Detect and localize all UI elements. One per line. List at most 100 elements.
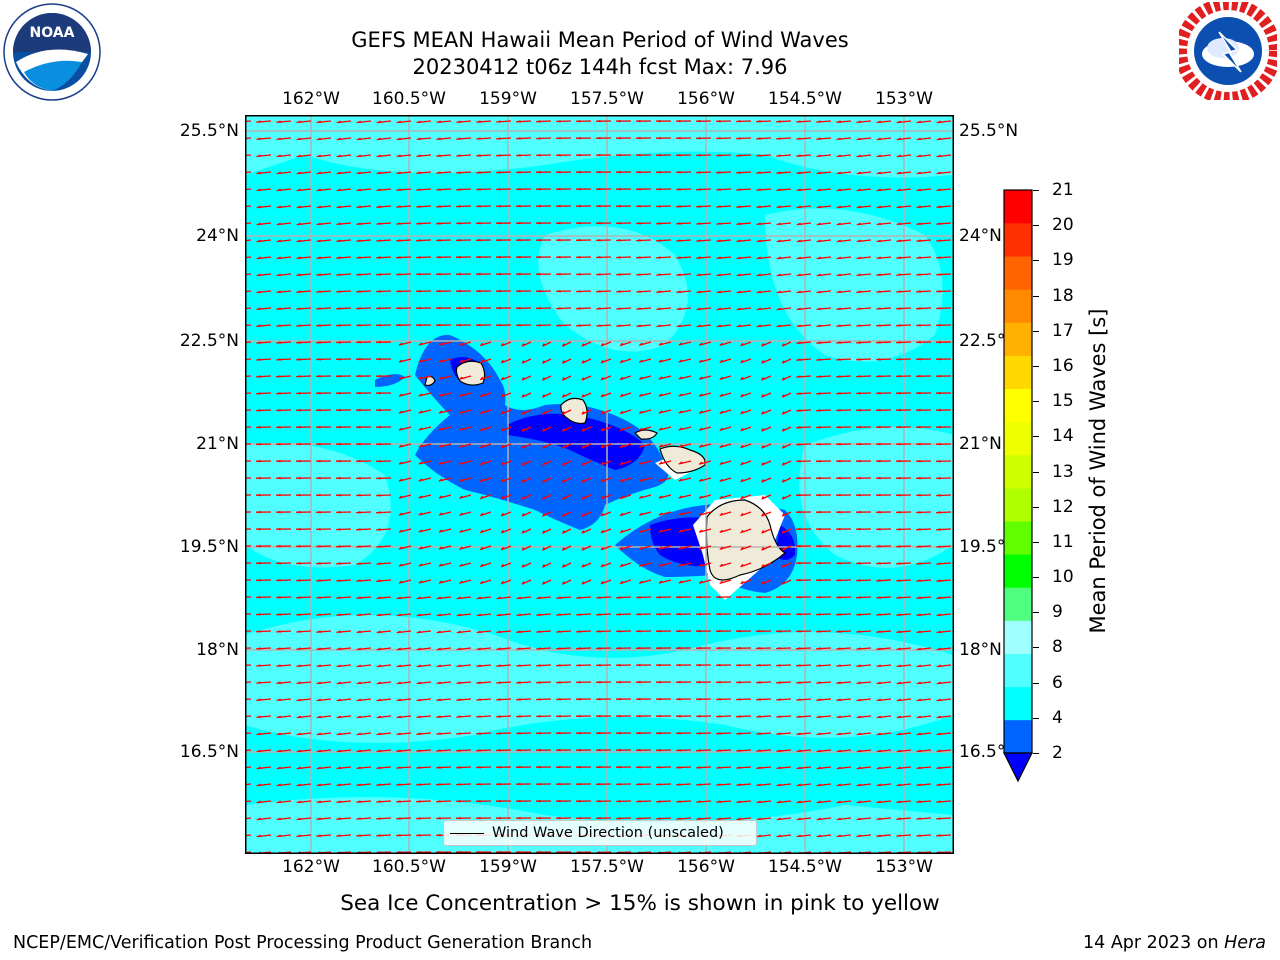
wind-arrow-head — [636, 153, 641, 157]
wind-arrow-head — [581, 479, 587, 483]
wind-arrow-head — [416, 272, 421, 276]
wind-arrow-head — [740, 580, 746, 584]
wind-arrow-head — [356, 137, 362, 140]
wind-arrow-head — [616, 714, 621, 718]
wind-arrow-head — [276, 561, 281, 565]
wind-arrow-head — [316, 307, 322, 310]
wind-arrow-head — [456, 783, 461, 786]
wind-arrow-head — [336, 205, 342, 208]
wind-arrow-head — [556, 289, 561, 293]
wind-arrow-head — [816, 544, 821, 548]
wind-arrow-head — [376, 766, 382, 769]
wind-arrow-head — [656, 136, 661, 140]
wind-arrow-head — [376, 783, 382, 786]
wind-arrow-head — [256, 749, 262, 752]
wind-arrow-head — [876, 544, 881, 548]
wind-arrow-head — [876, 783, 882, 786]
wind-arrow-head — [876, 120, 882, 123]
wind-arrow-head — [656, 324, 662, 327]
wind-arrow-head — [796, 527, 801, 531]
wind-arrow-head — [658, 342, 664, 346]
colorbar-tick-mark — [1033, 190, 1039, 191]
wind-arrow-head — [276, 188, 282, 191]
wind-arrow-head — [436, 289, 441, 293]
wind-arrow-head — [296, 749, 302, 752]
wind-arrow-head — [416, 681, 422, 684]
wind-arrow-head — [396, 273, 401, 276]
wind-arrow-head — [556, 697, 561, 701]
wind-arrow-head — [736, 749, 742, 752]
wind-arrow-head — [796, 205, 802, 208]
wind-arrow-head — [436, 306, 441, 310]
wind-arrow-head — [356, 630, 362, 633]
wind-arrow-head — [896, 290, 902, 293]
wind-arrow-head — [416, 171, 422, 174]
footer-host: Hera — [1224, 933, 1266, 953]
wind-arrow-head — [476, 749, 481, 752]
wind-arrow-head — [782, 496, 787, 500]
wind-arrow-head — [916, 783, 922, 786]
wind-arrow-head — [620, 580, 625, 584]
wind-arrow-head — [776, 256, 782, 259]
wind-arrow-head — [756, 732, 762, 735]
wind-arrow-head — [856, 596, 861, 599]
wind-arrow-head — [416, 698, 422, 701]
wind-arrow-head — [336, 749, 342, 752]
wind-arrow-head — [516, 204, 521, 208]
wind-arrow-head — [616, 799, 621, 803]
wind-arrow-head — [636, 290, 642, 293]
wind-arrow-head — [616, 204, 621, 208]
wind-arrow-head — [620, 393, 625, 397]
wind-arrow-head — [696, 817, 702, 820]
colorbar-band — [1004, 190, 1032, 224]
wind-arrow-head — [656, 273, 662, 276]
wind-arrow-head — [761, 547, 766, 551]
wind-arrow-head — [916, 817, 922, 820]
wind-arrow-head — [256, 800, 262, 803]
wind-arrow-head — [336, 171, 342, 174]
wind-arrow-head — [656, 663, 661, 667]
wind-arrow-head — [476, 766, 481, 769]
wind-arrow-head — [576, 187, 581, 191]
wind-arrow-head — [376, 800, 382, 803]
wind-arrow-head — [916, 647, 922, 650]
wind-arrow-head — [740, 546, 746, 550]
wind-arrow-head — [396, 800, 401, 803]
wind-arrow — [245, 324, 252, 327]
wind-arrow-head — [836, 442, 841, 446]
wind-arrow-head — [536, 765, 541, 769]
wind-arrow-head — [476, 596, 482, 599]
wind-arrow-head — [636, 800, 641, 803]
wind-arrow-head — [536, 714, 541, 718]
wind-arrow-head — [542, 462, 547, 466]
wind-arrow-head — [276, 613, 281, 616]
wind-arrow-head — [716, 222, 722, 225]
wind-arrow-head — [476, 204, 481, 208]
wind-arrow-head — [620, 461, 625, 465]
wind-arrow-head — [620, 427, 625, 431]
colorbar-tick-mark — [1033, 506, 1039, 508]
wind-arrow-head — [796, 239, 802, 242]
wind-arrow-head — [716, 612, 721, 616]
wind-arrow-head — [256, 578, 261, 582]
wind-arrow-head — [796, 578, 801, 582]
wind-arrow-head — [876, 222, 882, 225]
wind-arrow-head — [436, 816, 441, 820]
wind-arrow-head — [716, 817, 722, 820]
wind-arrow-head — [796, 647, 801, 650]
wind-arrow-head — [516, 255, 521, 259]
wind-arrow-head — [296, 800, 302, 803]
wind-arrow-head — [656, 612, 661, 616]
wind-arrow-head — [438, 495, 444, 499]
wind-arrow-head — [356, 511, 361, 514]
lon-bottom-label: 160.5°W — [372, 857, 446, 877]
wind-arrow-head — [456, 306, 461, 310]
wind-arrow-head — [876, 391, 881, 395]
wind-arrow-head — [636, 596, 641, 599]
wind-arrow-head — [376, 323, 381, 327]
wind-arrow-head — [542, 343, 547, 347]
wind-arrow-head — [796, 341, 802, 344]
wind-arrow-head — [476, 816, 481, 820]
wind-arrow-head — [256, 307, 262, 310]
wind-arrow-head — [699, 580, 704, 584]
